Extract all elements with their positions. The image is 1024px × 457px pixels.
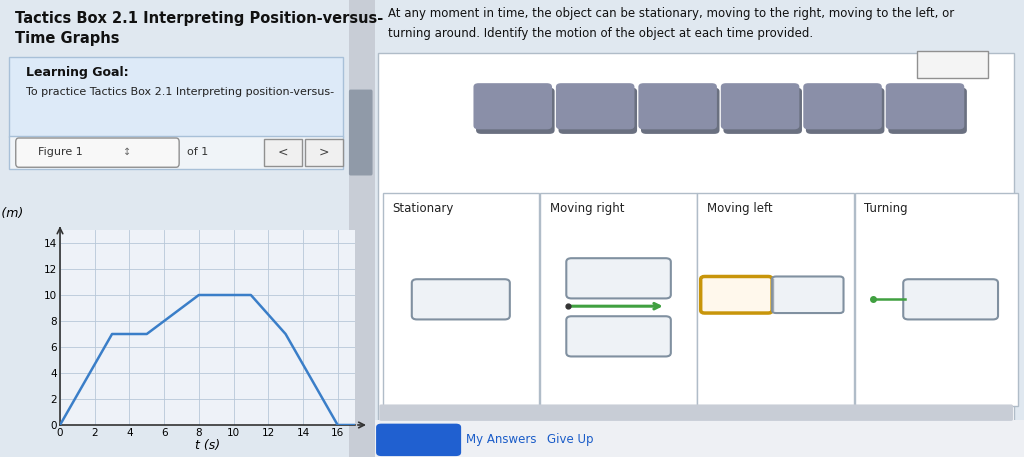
FancyBboxPatch shape bbox=[903, 279, 998, 319]
FancyBboxPatch shape bbox=[558, 88, 637, 134]
FancyBboxPatch shape bbox=[264, 139, 302, 166]
FancyBboxPatch shape bbox=[9, 136, 343, 169]
Text: To practice Tactics Box 2.1 Interpreting position-versus-: To practice Tactics Box 2.1 Interpreting… bbox=[27, 87, 335, 97]
Text: Moving right: Moving right bbox=[550, 202, 625, 215]
Text: turning around. Identify the motion of the object at each time provided.: turning around. Identify the motion of t… bbox=[388, 27, 813, 40]
FancyBboxPatch shape bbox=[348, 0, 375, 457]
FancyBboxPatch shape bbox=[476, 88, 555, 134]
FancyBboxPatch shape bbox=[15, 138, 179, 167]
FancyBboxPatch shape bbox=[855, 193, 1018, 406]
Y-axis label: x (m): x (m) bbox=[0, 207, 24, 220]
FancyBboxPatch shape bbox=[376, 424, 461, 456]
FancyBboxPatch shape bbox=[723, 88, 802, 134]
FancyBboxPatch shape bbox=[541, 193, 696, 406]
Text: <: < bbox=[278, 146, 288, 159]
FancyBboxPatch shape bbox=[888, 88, 967, 134]
Text: Reset: Reset bbox=[937, 59, 968, 69]
Text: Figure 1: Figure 1 bbox=[38, 147, 82, 157]
Text: >: > bbox=[318, 146, 330, 159]
FancyBboxPatch shape bbox=[566, 258, 671, 298]
FancyBboxPatch shape bbox=[697, 193, 854, 406]
FancyBboxPatch shape bbox=[9, 57, 343, 137]
FancyBboxPatch shape bbox=[886, 83, 965, 129]
Text: $t = 14 s$: $t = 14 s$ bbox=[719, 289, 754, 301]
Text: $t = 16\ \mathrm{s}$: $t = 16\ \mathrm{s}$ bbox=[931, 293, 971, 305]
FancyBboxPatch shape bbox=[772, 276, 844, 313]
Text: My Answers: My Answers bbox=[466, 433, 537, 446]
Text: Learning Goal:: Learning Goal: bbox=[27, 66, 129, 79]
FancyBboxPatch shape bbox=[806, 88, 885, 134]
FancyBboxPatch shape bbox=[721, 83, 800, 129]
Text: $t = 11 s$: $t = 11 s$ bbox=[791, 289, 825, 301]
FancyBboxPatch shape bbox=[641, 88, 720, 134]
FancyBboxPatch shape bbox=[379, 404, 1013, 421]
FancyBboxPatch shape bbox=[556, 83, 635, 129]
FancyBboxPatch shape bbox=[916, 51, 988, 78]
X-axis label: t (s): t (s) bbox=[195, 439, 220, 452]
Text: Give Up: Give Up bbox=[547, 433, 593, 446]
FancyBboxPatch shape bbox=[349, 90, 373, 175]
Text: Moving left: Moving left bbox=[708, 202, 773, 215]
FancyBboxPatch shape bbox=[412, 279, 510, 319]
FancyBboxPatch shape bbox=[473, 83, 552, 129]
Text: of 1: of 1 bbox=[187, 147, 209, 157]
FancyBboxPatch shape bbox=[378, 53, 1014, 423]
Text: $t = 9.0 s$: $t = 9.0 s$ bbox=[598, 330, 639, 342]
FancyBboxPatch shape bbox=[638, 83, 717, 129]
Text: Stationary: Stationary bbox=[392, 202, 454, 215]
Text: $t = 2.0 s$: $t = 2.0 s$ bbox=[598, 272, 639, 284]
FancyBboxPatch shape bbox=[383, 193, 539, 406]
FancyBboxPatch shape bbox=[305, 139, 343, 166]
FancyBboxPatch shape bbox=[803, 83, 882, 129]
FancyBboxPatch shape bbox=[566, 316, 671, 356]
Text: $t = 4.0\ \mathrm{s}$: $t = 4.0\ \mathrm{s}$ bbox=[439, 293, 482, 305]
FancyBboxPatch shape bbox=[375, 420, 1024, 457]
Text: Turning: Turning bbox=[864, 202, 908, 215]
Text: Tactics Box 2.1 Interpreting Position-versus-
Time Graphs: Tactics Box 2.1 Interpreting Position-ve… bbox=[15, 11, 383, 46]
FancyBboxPatch shape bbox=[700, 276, 772, 313]
Text: At any moment in time, the object can be stationary, moving to the right, moving: At any moment in time, the object can be… bbox=[388, 7, 954, 20]
Text: ↕: ↕ bbox=[123, 147, 131, 157]
Text: Submit: Submit bbox=[394, 433, 443, 446]
